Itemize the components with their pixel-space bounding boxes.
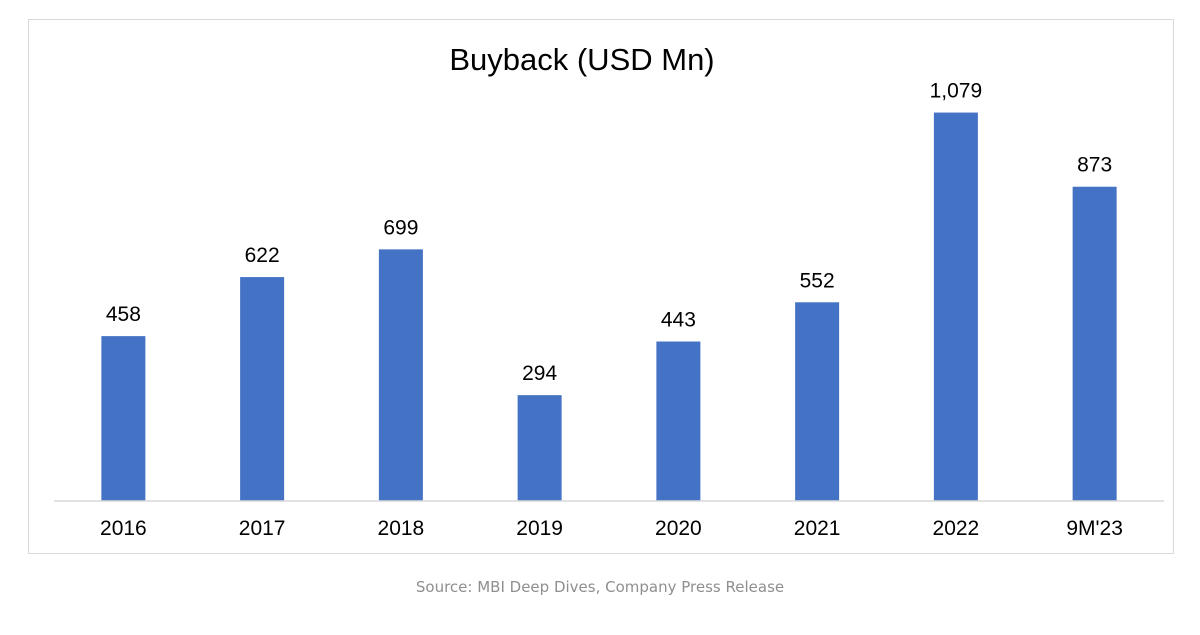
bar-2020 [656, 341, 701, 501]
data-label-2021: 552 [800, 269, 835, 292]
bars-group [101, 112, 1117, 501]
bar-2017 [240, 277, 285, 501]
data-label-2019: 294 [522, 362, 557, 385]
x-tick-label-2017: 2017 [239, 517, 286, 540]
x-tick-label-2016: 2016 [100, 517, 147, 540]
value-labels-group: 458 622 699 294 443 552 1,079 873 [106, 80, 1112, 386]
data-label-2020: 443 [661, 309, 696, 332]
x-tick-label-2022: 2022 [933, 517, 980, 540]
chart-title: Buyback (USD Mn) [449, 42, 714, 77]
tick-labels-group: 2016 2017 2018 2019 2020 2021 2022 9M'23 [100, 517, 1123, 540]
x-tick-label-9M'23: 9M'23 [1066, 517, 1123, 540]
data-label-9M'23: 873 [1077, 154, 1112, 177]
x-tick-label-2019: 2019 [516, 517, 563, 540]
data-label-2016: 458 [106, 303, 141, 326]
bar-2019 [517, 395, 562, 501]
data-label-2018: 699 [383, 216, 418, 239]
bar-chart: Buyback (USD Mn) 458 622 699 294 443 552 1,079… [54, 42, 1164, 540]
data-label-2017: 622 [245, 244, 280, 267]
data-label-2022: 1,079 [930, 80, 983, 103]
x-tick-label-2020: 2020 [655, 517, 702, 540]
source-caption: Source: MBI Deep Dives, Company Press Re… [415, 578, 785, 596]
bar-2018 [378, 249, 423, 501]
bar-9M'23 [1072, 186, 1117, 501]
bar-2022 [933, 112, 978, 501]
x-tick-label-2021: 2021 [794, 517, 841, 540]
chart-frame: Buyback (USD Mn) 458 622 699 294 443 552 1,079… [28, 19, 1174, 554]
bar-2021 [795, 302, 840, 501]
x-tick-label-2018: 2018 [378, 517, 425, 540]
bar-2016 [101, 336, 146, 501]
